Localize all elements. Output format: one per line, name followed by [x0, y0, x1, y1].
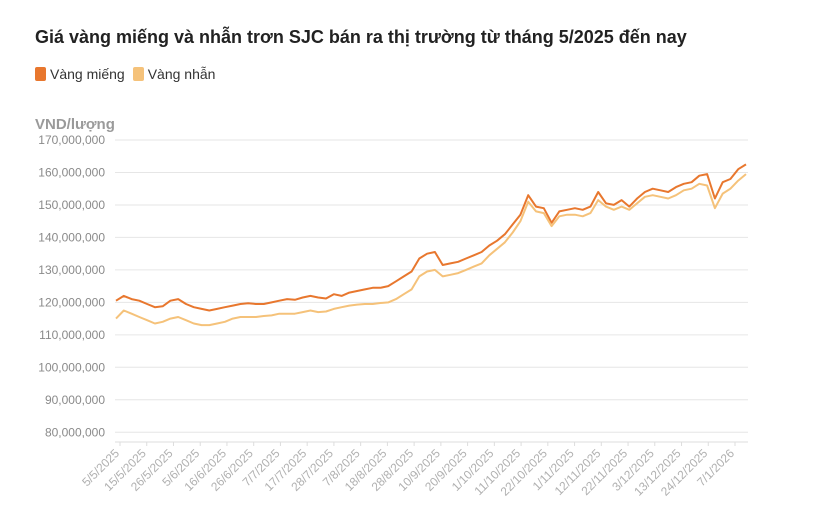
series-lines: [115, 163, 747, 327]
y-axis-ticks: 80,000,000 90,000,000 100,000,000 110,000,0…: [38, 133, 105, 439]
series-line-vang-mieng[interactable]: [115, 163, 747, 312]
x-axis-ticks: 5/5/202515/5/202526/5/20255/6/202516/6/2…: [79, 442, 737, 499]
y-tick-label: 160,000,000: [38, 165, 105, 179]
y-tick-label: 80,000,000: [45, 425, 105, 439]
legend-item-vang-nhan[interactable]: Vàng nhẫn: [132, 66, 216, 82]
chart-title: Giá vàng miếng và nhẫn trơn SJC bán ra t…: [35, 27, 687, 47]
legend: Vàng miếng Vàng nhẫn: [35, 66, 223, 82]
y-tick-label: 140,000,000: [38, 230, 105, 244]
y-tick-label: 170,000,000: [38, 133, 105, 147]
y-tick-label: 150,000,000: [38, 198, 105, 212]
y-tick-label: 110,000,000: [39, 328, 105, 342]
legend-item-vang-mieng[interactable]: Vàng miếng: [35, 66, 125, 82]
y-axis-unit-label: VND/lượng: [35, 116, 115, 133]
legend-label-vang-nhan: Vàng nhẫn: [147, 66, 216, 82]
legend-swatch-vang-mieng: [35, 67, 46, 81]
y-tick-label: 100,000,000: [38, 360, 105, 374]
series-line-vang-nhan[interactable]: [115, 173, 747, 327]
grid: [115, 139, 748, 443]
y-tick-label: 130,000,000: [38, 263, 105, 277]
y-tick-label: 90,000,000: [45, 393, 105, 407]
legend-label-vang-mieng: Vàng miếng: [50, 66, 125, 82]
y-tick-label: 120,000,000: [38, 295, 105, 309]
legend-swatch-vang-nhan: [132, 67, 144, 81]
